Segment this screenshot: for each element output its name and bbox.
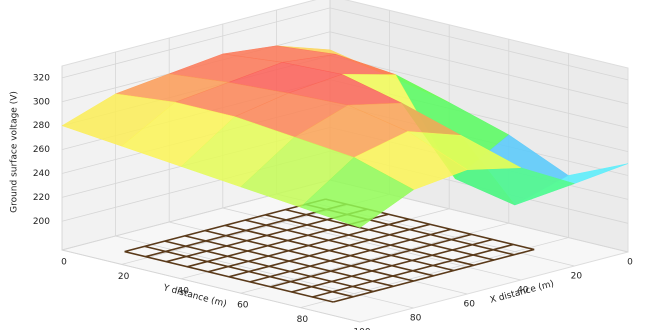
conductor [270,233,472,288]
conductor [291,238,493,293]
x-tick-label: 20 [571,272,583,282]
conductor [207,218,410,273]
z-tick-label: 300 [33,97,50,107]
z-tick-label: 280 [33,121,50,131]
z-tick-label: 320 [33,73,50,83]
z-tick-label: 200 [33,217,50,227]
y-tick-label: 60 [237,301,249,311]
conductor [124,198,326,253]
y-tick-label: 40 [177,286,189,296]
z-axis-label: Ground surface voltage (V) [10,91,20,213]
x-tick-label: 100 [353,328,370,330]
y-tick-label: 20 [118,272,130,282]
y-tick-label: 0 [61,258,67,268]
surface-face [299,157,415,228]
conductor [312,243,514,298]
ground-grid [124,198,535,303]
conductor [332,248,535,303]
y-tick-label: 80 [297,315,309,325]
x-tick-label: 0 [627,258,633,268]
z-tick-label: 220 [33,193,50,203]
x-tick-label: 60 [463,300,475,310]
x-tick-label: 80 [410,314,422,324]
grid-line [300,53,569,308]
conductor [228,223,431,278]
z-tick-label: 260 [33,145,50,155]
z-tick-label: 240 [33,169,50,179]
conductor [249,228,451,283]
conductor [145,203,347,258]
x-tick-label: 40 [517,286,529,296]
grid-line [240,39,510,294]
